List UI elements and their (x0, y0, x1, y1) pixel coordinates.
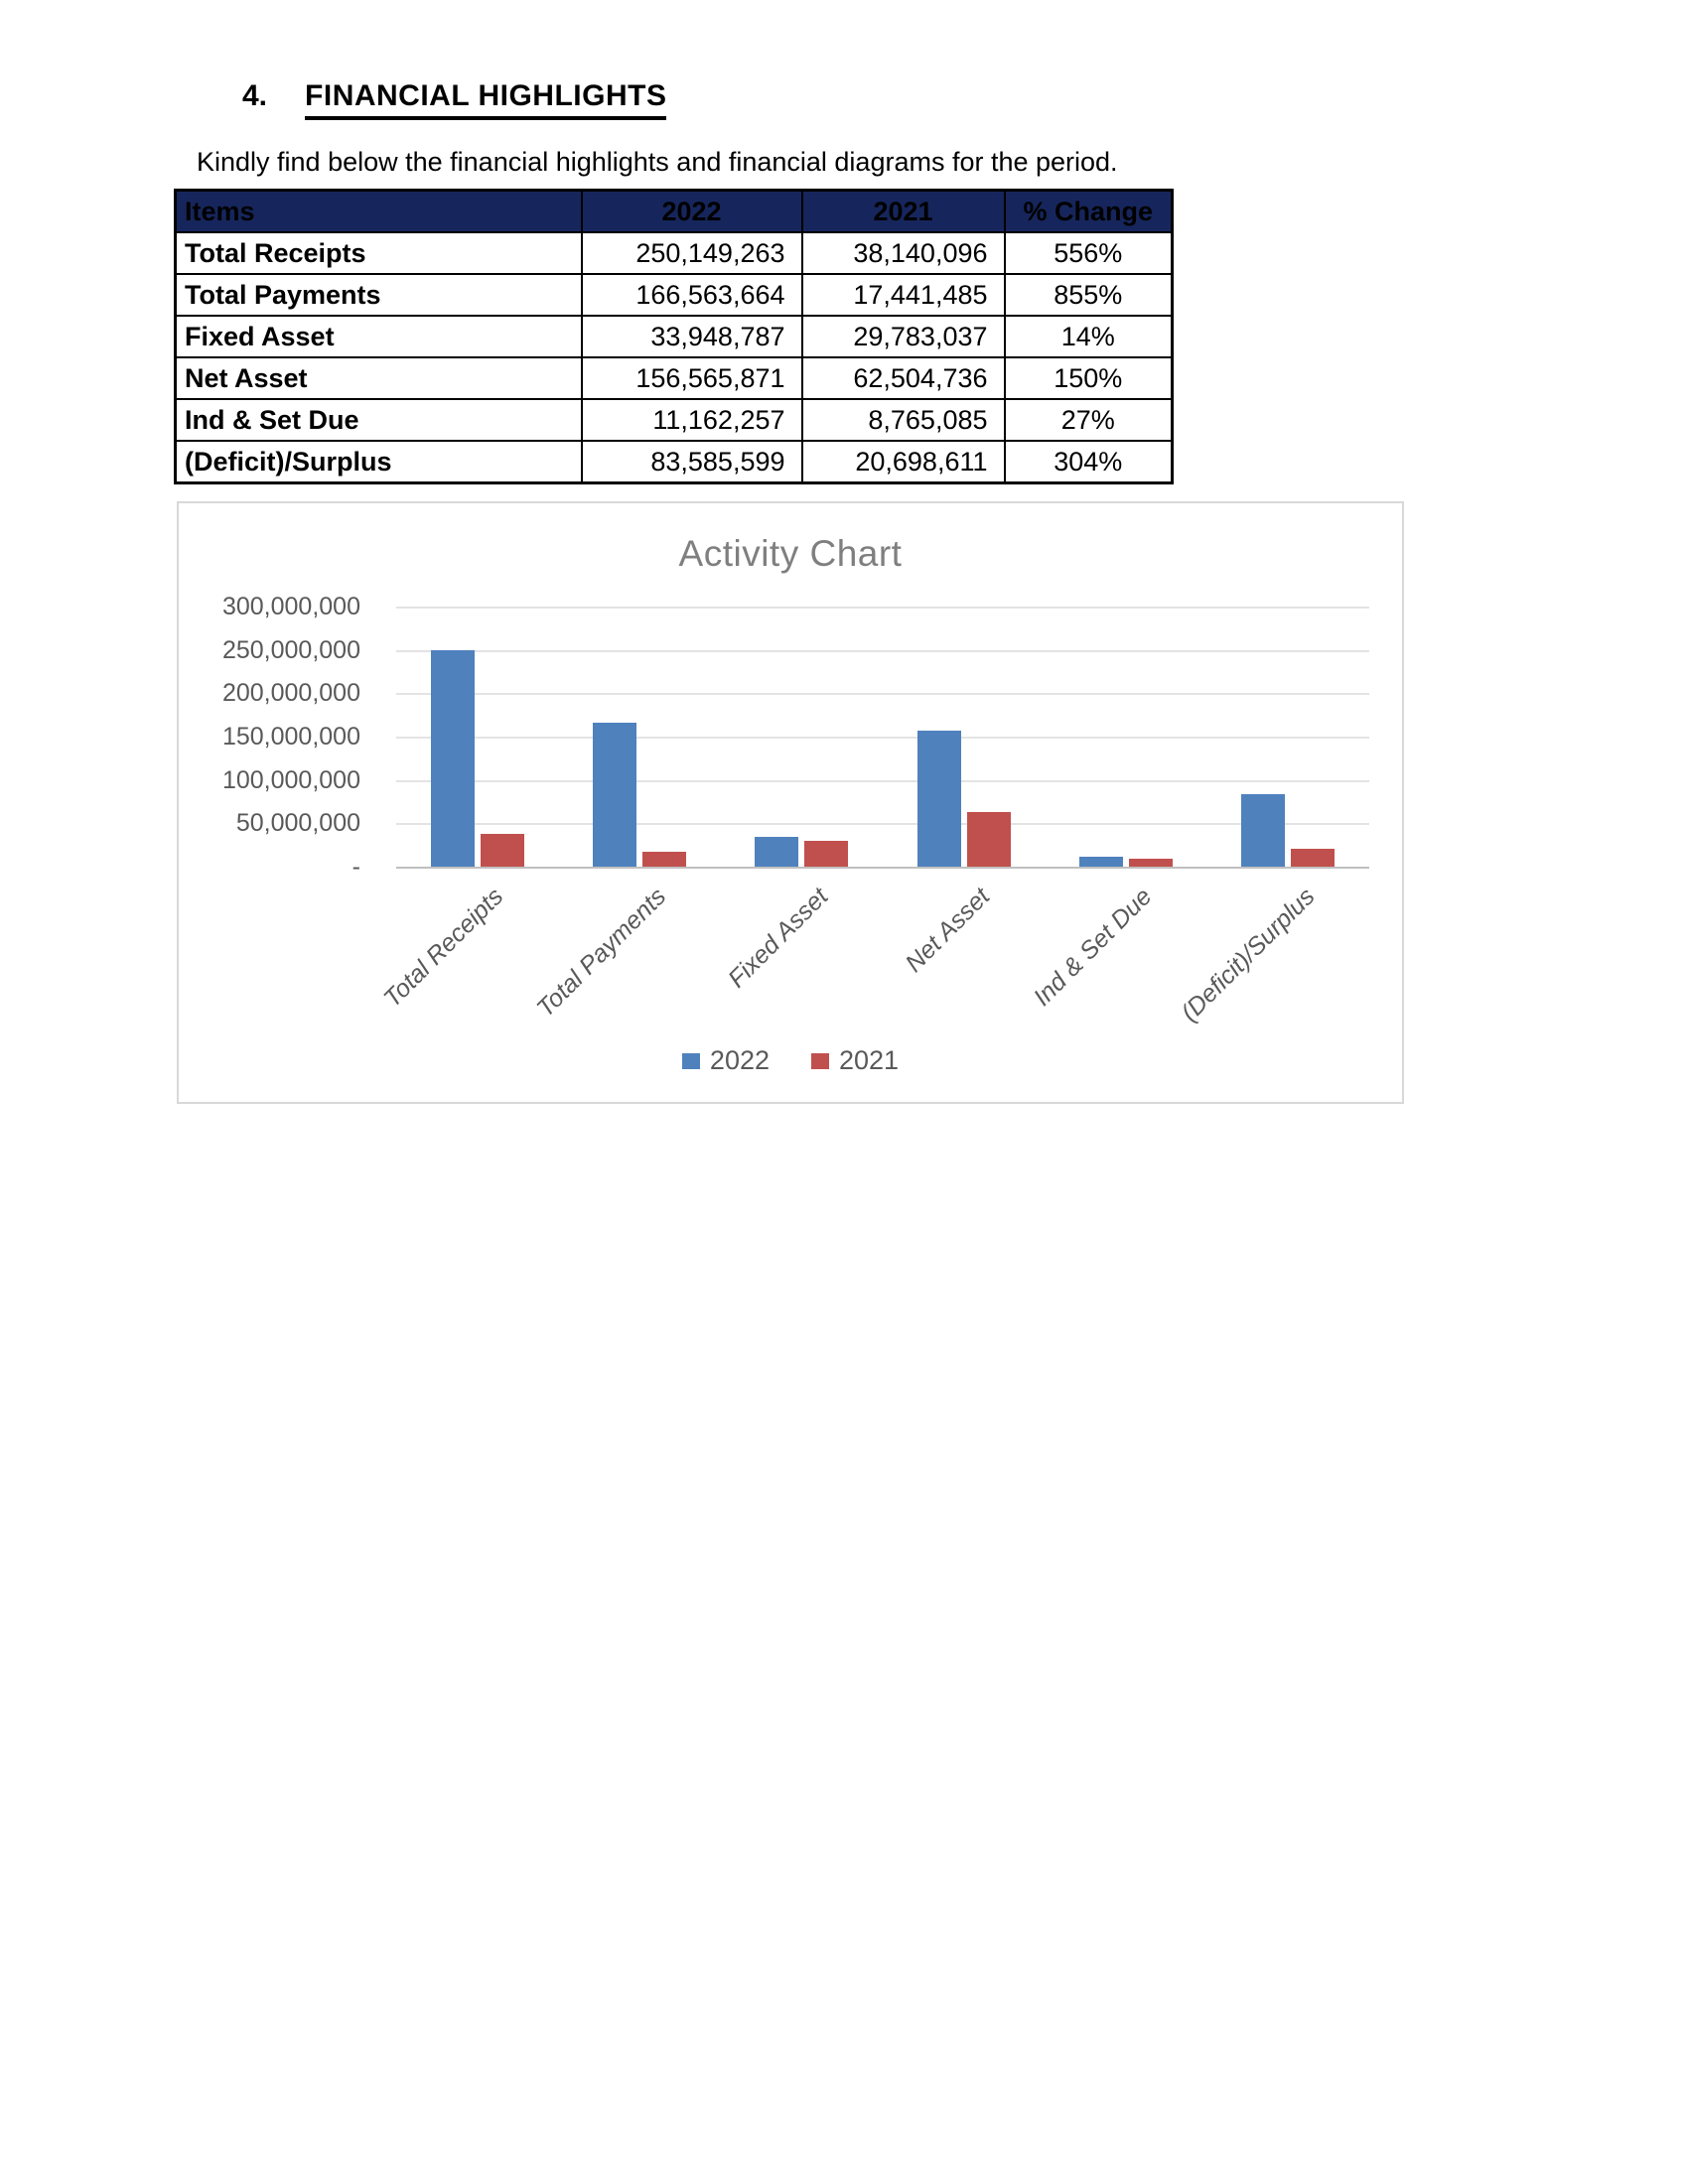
x-axis-category-label: (Deficit)/Surplus (1175, 883, 1321, 1027)
legend-item-2022: 2022 (681, 1045, 770, 1076)
y-axis-tick-label: - (352, 853, 360, 881)
table-row: Total Payments 166,563,664 17,441,485 855% (174, 273, 1174, 317)
table-cell-2022: 166,563,664 (580, 273, 803, 317)
chart-legend: 2022 2021 (179, 1045, 1402, 1076)
table-cell-item: Ind & Set Due (174, 398, 583, 442)
x-axis-category-label: Total Receipts (378, 883, 509, 1014)
table-cell-item: (Deficit)/Surplus (174, 440, 583, 484)
x-axis-category-label: Net Asset (900, 883, 996, 978)
financial-table-body: Total Receipts 250,149,263 38,140,096 556% T… (174, 231, 1174, 484)
y-axis-tick-label: 100,000,000 (221, 765, 360, 794)
table-cell-2021: 29,783,037 (800, 315, 1006, 358)
gridline (396, 779, 1369, 782)
table-header-row: Items 2022 2021 % Change (174, 189, 1174, 233)
table-header-items: Items (174, 189, 583, 233)
bar-2022-total-payments (593, 722, 636, 867)
legend-swatch-2022 (681, 1052, 700, 1069)
table-cell-2021: 17,441,485 (800, 273, 1006, 317)
y-axis-tick-label: 150,000,000 (221, 723, 360, 751)
bar-2022--deficit-surplus (1241, 794, 1286, 867)
table-cell-item: Total Receipts (174, 231, 583, 275)
x-axis-line (396, 867, 1369, 869)
section-title: FINANCIAL HIGHLIGHTS (305, 79, 667, 120)
table-cell-change: 150% (1003, 356, 1174, 400)
table-cell-2022: 156,565,871 (580, 356, 803, 400)
table-cell-2022: 11,162,257 (580, 398, 803, 442)
bar-2021-ind-set-due (1129, 859, 1173, 867)
table-header-2022: 2022 (580, 189, 803, 233)
y-axis-tick-label: 200,000,000 (221, 679, 360, 708)
legend-label-2021: 2021 (839, 1045, 900, 1075)
bar-2021-fixed-asset (804, 840, 849, 867)
gridline (396, 607, 1369, 609)
bar-2021--deficit-surplus (1291, 848, 1336, 867)
intro-text: Kindly find below the financial highligh… (197, 147, 1118, 177)
table-row: Total Receipts 250,149,263 38,140,096 556% (174, 231, 1174, 275)
legend-item-2021: 2021 (811, 1045, 899, 1076)
gridline (396, 649, 1369, 652)
table-cell-2022: 83,585,599 (580, 440, 803, 484)
table-cell-change: 304% (1003, 440, 1174, 484)
bar-2022-fixed-asset (755, 837, 799, 867)
bar-2021-total-payments (642, 851, 686, 867)
table-cell-2021: 20,698,611 (800, 440, 1006, 484)
bar-2022-net-asset (916, 731, 961, 867)
bar-2022-total-receipts (430, 649, 475, 867)
section-heading: 4. FINANCIAL HIGHLIGHTS (242, 79, 667, 120)
table-cell-item: Fixed Asset (174, 315, 583, 358)
x-axis-category-label: Ind & Set Due (1028, 883, 1158, 1012)
chart-title: Activity Chart (678, 533, 903, 574)
bar-2022-ind-set-due (1079, 857, 1123, 867)
table-cell-change: 14% (1003, 315, 1174, 358)
gridline (396, 823, 1369, 826)
table-row: Net Asset 156,565,871 62,504,736 150% (174, 356, 1174, 400)
y-axis-tick-label: 50,000,000 (235, 809, 360, 838)
table-header-2021: 2021 (800, 189, 1006, 233)
x-axis-category-label: Total Payments (530, 883, 671, 1023)
y-axis-tick-label: 250,000,000 (221, 635, 360, 664)
table-header-change: % Change (1003, 189, 1174, 233)
x-axis-category-label: Fixed Asset (722, 883, 834, 994)
y-axis-tick-label: 300,000,000 (221, 593, 360, 620)
bar-2021-net-asset (966, 812, 1011, 867)
table-cell-2021: 8,765,085 (800, 398, 1006, 442)
table-cell-change: 855% (1003, 273, 1174, 317)
gridline (396, 693, 1369, 696)
table-cell-2021: 38,140,096 (800, 231, 1006, 275)
activity-chart: Activity Chart 300,000,000 250,000,000 200… (177, 501, 1404, 1104)
table-cell-item: Net Asset (174, 356, 583, 400)
table-cell-2022: 33,948,787 (580, 315, 803, 358)
table-row: Ind & Set Due 11,162,257 8,765,085 27% (174, 398, 1174, 442)
gridline (396, 737, 1369, 739)
table-cell-item: Total Payments (174, 273, 583, 317)
table-row: Fixed Asset 33,948,787 29,783,037 14% (174, 315, 1174, 358)
financial-table: Items 2022 2021 % Change Total Receipts 2… (174, 189, 1174, 484)
section-number: 4. (242, 79, 268, 112)
legend-swatch-2021 (811, 1052, 829, 1069)
table-cell-change: 27% (1003, 398, 1174, 442)
bar-2021-total-receipts (480, 833, 524, 867)
table-cell-change: 556% (1003, 231, 1174, 275)
table-row: (Deficit)/Surplus 83,585,599 20,698,611 304… (174, 440, 1174, 484)
legend-label-2022: 2022 (709, 1045, 770, 1075)
table-cell-2021: 62,504,736 (800, 356, 1006, 400)
table-cell-2022: 250,149,263 (580, 231, 803, 275)
